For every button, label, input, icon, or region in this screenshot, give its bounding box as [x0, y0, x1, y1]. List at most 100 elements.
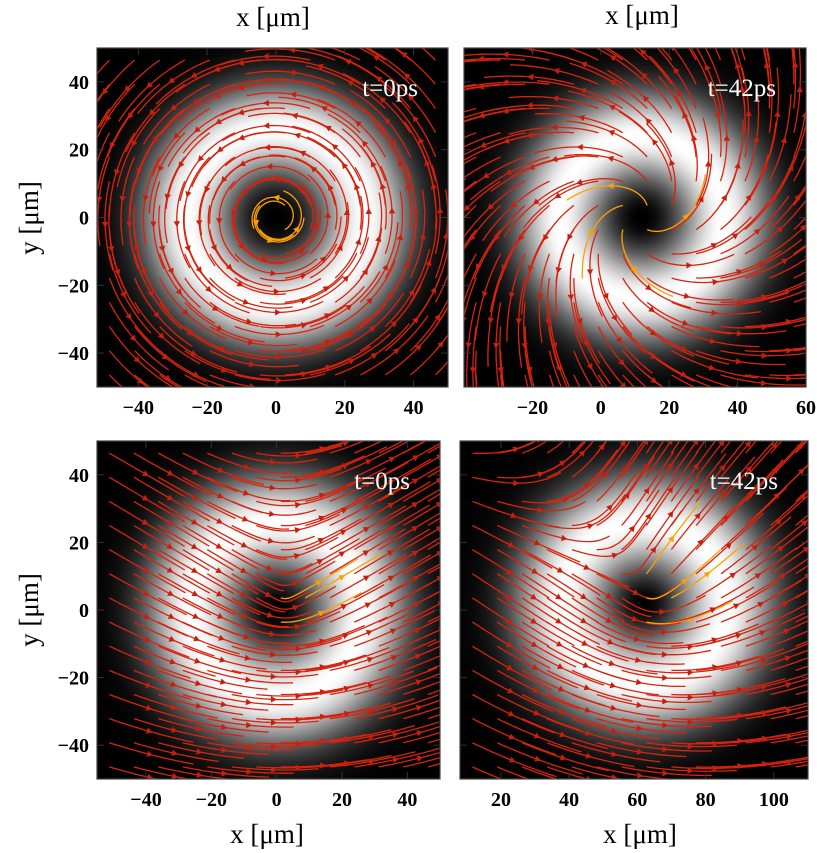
- flow-arrow: [419, 233, 426, 240]
- flow-arrow: [692, 441, 699, 446]
- flow-arrow: [677, 89, 683, 97]
- flow-arrow: [411, 550, 419, 557]
- flow-arrow: [244, 654, 251, 661]
- flow-arrow: [311, 222, 318, 229]
- y-tick-label: −40: [58, 735, 89, 757]
- flow-arrow: [133, 356, 141, 363]
- flow-arrow: [97, 196, 103, 203]
- flow-arrow: [505, 593, 512, 600]
- flow-arrow: [158, 245, 166, 252]
- flow-arrow: [800, 520, 808, 527]
- flow-arrow: [770, 417, 776, 424]
- flow-arrow: [560, 534, 568, 541]
- flow-arrow: [721, 194, 727, 202]
- flow-arrow: [194, 126, 201, 133]
- x-tick-label: 20: [332, 789, 352, 811]
- flow-arrow: [171, 772, 179, 779]
- flow-arrow: [712, 278, 719, 286]
- flow-arrow: [341, 162, 349, 170]
- flow-arrow: [143, 636, 151, 642]
- streamline: [97, 108, 111, 131]
- flow-arrow: [315, 580, 322, 587]
- flow-arrow: [274, 176, 281, 183]
- flow-arrow: [609, 105, 616, 111]
- flow-arrow: [194, 680, 202, 687]
- flow-arrow: [125, 313, 132, 320]
- flow-arrow: [373, 55, 380, 62]
- flow-arrow: [216, 324, 223, 331]
- flow-arrow: [708, 364, 716, 371]
- flow-arrow: [246, 768, 253, 775]
- x-tick-label: −40: [130, 789, 161, 811]
- flow-arrow: [619, 415, 625, 422]
- flow-arrow: [454, 87, 461, 93]
- streamline: [97, 83, 111, 103]
- flow-arrow: [649, 329, 657, 336]
- flow-arrow: [411, 502, 419, 508]
- flow-arrow: [555, 593, 562, 600]
- flow-arrow: [219, 656, 226, 663]
- streamline: [209, 374, 300, 387]
- flow-arrow: [709, 86, 716, 94]
- flow-arrow: [527, 73, 534, 81]
- flow-arrow: [576, 144, 583, 151]
- flow-arrow: [119, 195, 126, 203]
- flow-arrow: [270, 696, 277, 703]
- flow-arrow: [758, 262, 766, 269]
- flow-arrow: [505, 617, 512, 624]
- flow-arrow: [761, 710, 768, 717]
- flow-arrow: [219, 678, 227, 685]
- flow-arrow: [401, 51, 408, 58]
- flow-arrow: [745, 465, 752, 473]
- flow-arrow: [753, 228, 761, 235]
- flow-arrow: [220, 723, 228, 731]
- flow-arrow: [389, 628, 397, 635]
- flow-arrow: [197, 155, 205, 162]
- flow-arrow: [120, 291, 126, 298]
- flow-arrow: [205, 285, 212, 293]
- x-tick-label: 100: [759, 789, 789, 811]
- flow-arrow: [505, 415, 511, 422]
- flow-arrow: [526, 102, 533, 109]
- flow-arrow: [708, 390, 715, 396]
- flow-arrow: [365, 459, 372, 466]
- flow-arrow: [441, 754, 448, 760]
- flow-arrow: [269, 458, 277, 466]
- flow-arrow: [731, 233, 739, 240]
- flow-arrow: [153, 136, 159, 144]
- flow-arrow: [416, 755, 424, 762]
- flow-arrow: [192, 371, 200, 377]
- flow-arrow: [735, 358, 743, 365]
- flow-arrow: [440, 729, 447, 735]
- flow-arrow: [170, 703, 178, 710]
- flow-arrow: [248, 360, 256, 368]
- flow-arrow: [515, 318, 522, 325]
- flow-arrow: [316, 63, 324, 70]
- streamline: [571, 441, 585, 454]
- streamline: [402, 502, 440, 527]
- flow-arrow: [387, 502, 395, 509]
- flow-arrow: [243, 463, 251, 470]
- flow-arrow: [368, 325, 376, 333]
- streamline: [434, 305, 448, 327]
- flow-arrow: [319, 256, 327, 263]
- streamline: [769, 258, 806, 279]
- y-tick-label: 0: [79, 600, 89, 622]
- flow-arrow: [662, 769, 669, 777]
- flow-arrow: [583, 564, 590, 570]
- flow-arrow: [781, 601, 789, 607]
- flow-arrow: [744, 441, 751, 448]
- flow-arrow: [761, 352, 768, 359]
- flow-arrow: [166, 566, 174, 573]
- flow-arrow: [263, 122, 270, 129]
- flow-arrow: [648, 306, 655, 313]
- flow-arrow: [632, 589, 640, 595]
- flow-arrow: [190, 72, 198, 78]
- flow-arrow: [562, 412, 568, 419]
- flow-arrow: [552, 95, 559, 102]
- flow-arrow: [411, 478, 419, 485]
- flow-arrow: [270, 270, 277, 277]
- streamline: [354, 441, 384, 454]
- streamline: [464, 277, 477, 320]
- flow-arrow: [748, 517, 756, 524]
